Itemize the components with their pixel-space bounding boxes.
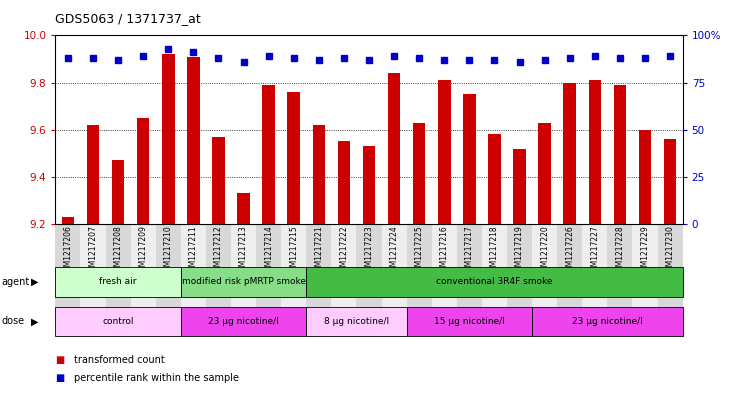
Text: percentile rank within the sample: percentile rank within the sample <box>74 373 239 383</box>
Bar <box>482 224 507 328</box>
Bar <box>181 307 306 336</box>
Bar <box>131 224 156 328</box>
Bar <box>413 123 425 224</box>
Bar <box>363 146 375 224</box>
Bar <box>306 307 407 336</box>
Bar <box>181 267 306 297</box>
Bar <box>238 193 249 224</box>
Bar <box>206 224 231 328</box>
Text: 8 μg nicotine/l: 8 μg nicotine/l <box>324 317 389 326</box>
Bar <box>438 80 450 224</box>
Bar <box>137 118 149 224</box>
Bar <box>407 307 532 336</box>
Bar <box>306 267 683 297</box>
Text: fresh air: fresh air <box>100 277 137 286</box>
Bar <box>256 224 281 328</box>
Bar <box>231 224 256 328</box>
Text: GDS5063 / 1371737_at: GDS5063 / 1371737_at <box>55 12 201 25</box>
Bar <box>638 130 651 224</box>
Bar <box>663 139 676 224</box>
Bar <box>356 224 382 328</box>
Bar <box>87 125 99 224</box>
Bar <box>62 217 75 224</box>
Bar <box>213 137 224 224</box>
Bar <box>507 224 532 328</box>
Text: ■: ■ <box>55 373 65 383</box>
Bar <box>112 160 124 224</box>
Bar <box>331 224 356 328</box>
Bar <box>658 224 683 328</box>
Bar <box>538 123 551 224</box>
Text: 23 μg nicotine/l: 23 μg nicotine/l <box>572 317 643 326</box>
Bar <box>407 224 432 328</box>
Bar <box>80 224 106 328</box>
Bar <box>489 134 500 224</box>
Bar <box>463 94 475 224</box>
Bar <box>388 73 400 224</box>
Text: conventional 3R4F smoke: conventional 3R4F smoke <box>436 277 553 286</box>
Bar <box>557 224 582 328</box>
Text: dose: dose <box>1 316 24 326</box>
Bar <box>313 125 325 224</box>
Bar <box>337 141 350 224</box>
Bar <box>156 224 181 328</box>
Text: ■: ■ <box>55 354 65 365</box>
Bar <box>106 224 131 328</box>
Text: ▶: ▶ <box>31 277 38 287</box>
Text: transformed count: transformed count <box>74 354 165 365</box>
Bar <box>607 224 632 328</box>
Bar <box>457 224 482 328</box>
Bar <box>382 224 407 328</box>
Bar <box>181 224 206 328</box>
Text: control: control <box>103 317 134 326</box>
Bar <box>514 149 525 224</box>
Text: 15 μg nicotine/l: 15 μg nicotine/l <box>434 317 505 326</box>
Text: ▶: ▶ <box>31 316 38 326</box>
Bar <box>532 307 683 336</box>
Text: modified risk pMRTP smoke: modified risk pMRTP smoke <box>182 277 306 286</box>
Text: agent: agent <box>1 277 30 287</box>
Bar <box>55 307 181 336</box>
Bar <box>306 224 331 328</box>
Bar <box>55 267 181 297</box>
Bar <box>287 92 300 224</box>
Bar <box>432 224 457 328</box>
Bar <box>281 224 306 328</box>
Bar <box>187 57 199 224</box>
Bar <box>55 224 80 328</box>
Bar <box>613 85 626 224</box>
Bar <box>162 54 174 224</box>
Bar <box>632 224 658 328</box>
Bar <box>263 85 275 224</box>
Bar <box>589 80 601 224</box>
Bar <box>532 224 557 328</box>
Text: 23 μg nicotine/l: 23 μg nicotine/l <box>208 317 279 326</box>
Bar <box>564 83 576 224</box>
Bar <box>582 224 607 328</box>
